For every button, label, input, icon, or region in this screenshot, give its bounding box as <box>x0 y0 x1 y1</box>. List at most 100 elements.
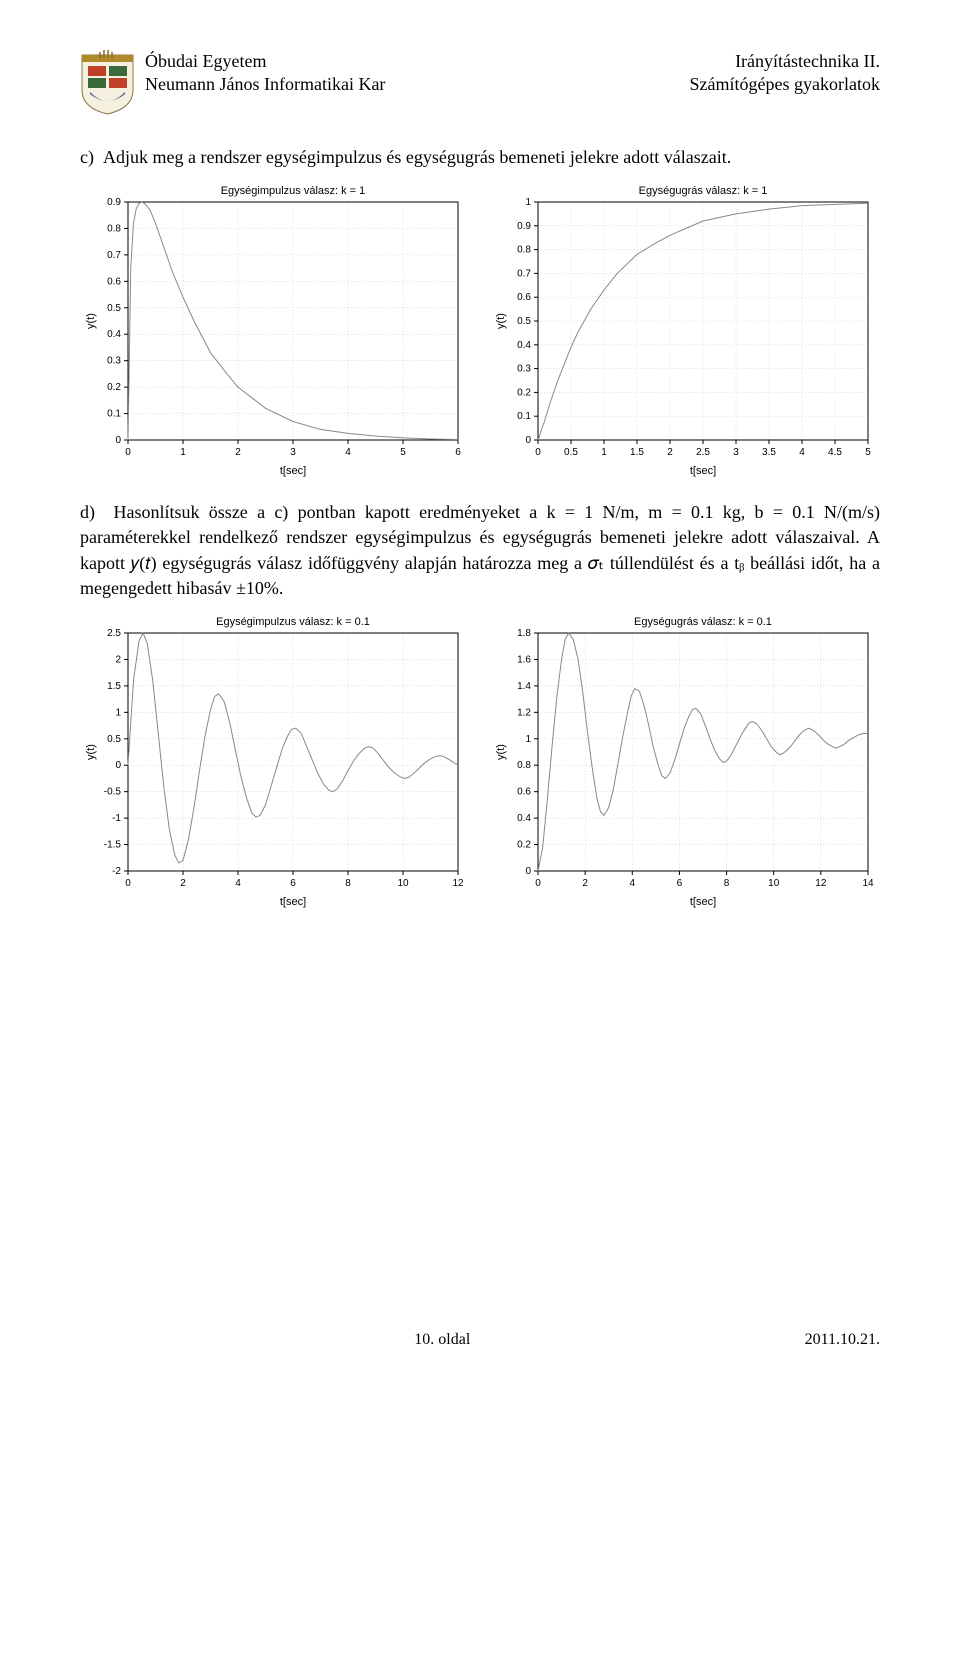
chart-impulse-k01: 024681012-2-1.5-1-0.500.511.522.5Egységi… <box>80 611 470 911</box>
svg-text:0: 0 <box>535 878 541 889</box>
svg-text:3: 3 <box>290 447 296 458</box>
svg-text:0.7: 0.7 <box>107 250 121 261</box>
svg-text:0.8: 0.8 <box>517 760 531 771</box>
svg-text:4: 4 <box>630 878 636 889</box>
charts-row-1: 0 1 2 3 4 5 6 0 0.1 0.2 0.3 0.4 0.5 0.6 0.7 0.8 0.9 Egysé… <box>80 180 880 480</box>
header-right-line1: Irányítástechnika II. <box>690 50 880 73</box>
svg-text:0: 0 <box>525 866 531 877</box>
header-right-line2: Számítógépes gyakorlatok <box>690 73 880 96</box>
svg-text:1.5: 1.5 <box>107 681 121 692</box>
svg-text:t[sec]: t[sec] <box>690 465 716 477</box>
header-left-line2: Neumann János Informatikai Kar <box>145 73 385 96</box>
svg-text:1.4: 1.4 <box>517 681 531 692</box>
svg-text:2.5: 2.5 <box>696 447 710 458</box>
chart-step-k01: 0 2 4 6 8 10 12 14 0 0.2 0.4 0.6 0.8 1 1.2 1.4 1.6 1.8 Egy… <box>490 611 880 911</box>
svg-text:12: 12 <box>452 878 464 889</box>
svg-text:0.5: 0.5 <box>517 316 531 327</box>
svg-text:0.6: 0.6 <box>107 277 121 288</box>
svg-text:0.4: 0.4 <box>517 340 531 351</box>
svg-text:-1: -1 <box>112 813 121 824</box>
svg-text:0.9: 0.9 <box>107 197 121 208</box>
page-header: Óbudai Egyetem Neumann János Informatika… <box>80 50 880 115</box>
page-footer: 10. oldal 2011.10.21. <box>80 1331 880 1349</box>
svg-text:1.5: 1.5 <box>630 447 644 458</box>
svg-text:1: 1 <box>115 707 121 718</box>
svg-text:0.6: 0.6 <box>517 787 531 798</box>
svg-text:8: 8 <box>345 878 351 889</box>
svg-text:4: 4 <box>799 447 805 458</box>
svg-text:0.2: 0.2 <box>517 388 531 399</box>
svg-text:4: 4 <box>235 878 241 889</box>
svg-text:Egységugrás válasz: k = 0.1: Egységugrás válasz: k = 0.1 <box>634 616 772 628</box>
footer-page: 10. oldal <box>414 1331 470 1349</box>
svg-text:4.5: 4.5 <box>828 447 842 458</box>
svg-text:2: 2 <box>582 878 588 889</box>
svg-text:0.1: 0.1 <box>107 409 121 420</box>
svg-text:10: 10 <box>397 878 409 889</box>
svg-text:1: 1 <box>180 447 186 458</box>
svg-text:-0.5: -0.5 <box>104 787 122 798</box>
svg-text:14: 14 <box>862 878 874 889</box>
chart-step-k1: 00.511.522.533.544.5500.10.20.30.40.50.6… <box>490 180 880 480</box>
svg-text:Egységugrás válasz: k = 1: Egységugrás válasz: k = 1 <box>639 185 768 197</box>
svg-text:y(t): y(t) <box>495 313 507 329</box>
svg-text:0.3: 0.3 <box>107 356 121 367</box>
svg-text:0.2: 0.2 <box>107 382 121 393</box>
svg-text:1.6: 1.6 <box>517 654 531 665</box>
svg-text:0.4: 0.4 <box>107 329 121 340</box>
svg-text:t[sec]: t[sec] <box>280 896 306 908</box>
svg-text:y(t): y(t) <box>495 744 507 760</box>
svg-text:0: 0 <box>115 760 121 771</box>
chart-impulse-k1: 0 1 2 3 4 5 6 0 0.1 0.2 0.3 0.4 0.5 0.6 0.7 0.8 0.9 Egysé… <box>80 180 470 480</box>
svg-text:12: 12 <box>815 878 827 889</box>
footer-date: 2011.10.21. <box>805 1331 880 1349</box>
svg-text:0: 0 <box>125 878 131 889</box>
svg-text:1: 1 <box>525 734 531 745</box>
svg-text:0.5: 0.5 <box>107 734 121 745</box>
svg-text:0.3: 0.3 <box>517 364 531 375</box>
svg-text:2: 2 <box>180 878 186 889</box>
charts-row-2: 024681012-2-1.5-1-0.500.511.522.5Egységi… <box>80 611 880 911</box>
svg-text:3.5: 3.5 <box>762 447 776 458</box>
svg-text:6: 6 <box>455 447 461 458</box>
svg-text:0.6: 0.6 <box>517 292 531 303</box>
svg-text:0: 0 <box>535 447 541 458</box>
paragraph-c: c) Adjuk meg a rendszer egységimpulzus é… <box>80 145 880 170</box>
svg-text:1.8: 1.8 <box>517 628 531 639</box>
svg-text:8: 8 <box>724 878 730 889</box>
svg-text:2.5: 2.5 <box>107 628 121 639</box>
svg-text:-1.5: -1.5 <box>104 839 122 850</box>
svg-text:10: 10 <box>768 878 780 889</box>
svg-text:2: 2 <box>235 447 241 458</box>
svg-text:0.8: 0.8 <box>517 245 531 256</box>
svg-text:t[sec]: t[sec] <box>280 465 306 477</box>
svg-text:5: 5 <box>400 447 406 458</box>
svg-text:4: 4 <box>345 447 351 458</box>
svg-text:0.4: 0.4 <box>517 813 531 824</box>
svg-text:Egységimpulzus válasz: k = 1: Egységimpulzus válasz: k = 1 <box>221 185 366 197</box>
svg-text:0.8: 0.8 <box>107 224 121 235</box>
header-left-line1: Óbudai Egyetem <box>145 50 385 73</box>
svg-text:6: 6 <box>677 878 683 889</box>
svg-text:0.2: 0.2 <box>517 839 531 850</box>
svg-text:0: 0 <box>125 447 131 458</box>
svg-text:1.2: 1.2 <box>517 707 531 718</box>
svg-text:0: 0 <box>525 435 531 446</box>
crest-icon <box>80 50 135 115</box>
paragraph-d: d) Hasonlítsuk össze a c) pontban kapott… <box>80 500 880 601</box>
svg-text:1: 1 <box>525 197 531 208</box>
svg-text:Egységimpulzus válasz: k = 0.1: Egységimpulzus válasz: k = 0.1 <box>216 616 370 628</box>
svg-text:0.5: 0.5 <box>107 303 121 314</box>
svg-text:6: 6 <box>290 878 296 889</box>
svg-text:0.5: 0.5 <box>564 447 578 458</box>
svg-text:y(t): y(t) <box>85 313 97 329</box>
svg-text:5: 5 <box>865 447 871 458</box>
svg-text:2: 2 <box>667 447 673 458</box>
svg-text:0.9: 0.9 <box>517 221 531 232</box>
svg-text:0: 0 <box>115 435 121 446</box>
svg-text:t[sec]: t[sec] <box>690 896 716 908</box>
svg-text:0.1: 0.1 <box>517 411 531 422</box>
svg-text:-2: -2 <box>112 866 121 877</box>
svg-text:1: 1 <box>601 447 607 458</box>
svg-text:y(t): y(t) <box>85 744 97 760</box>
